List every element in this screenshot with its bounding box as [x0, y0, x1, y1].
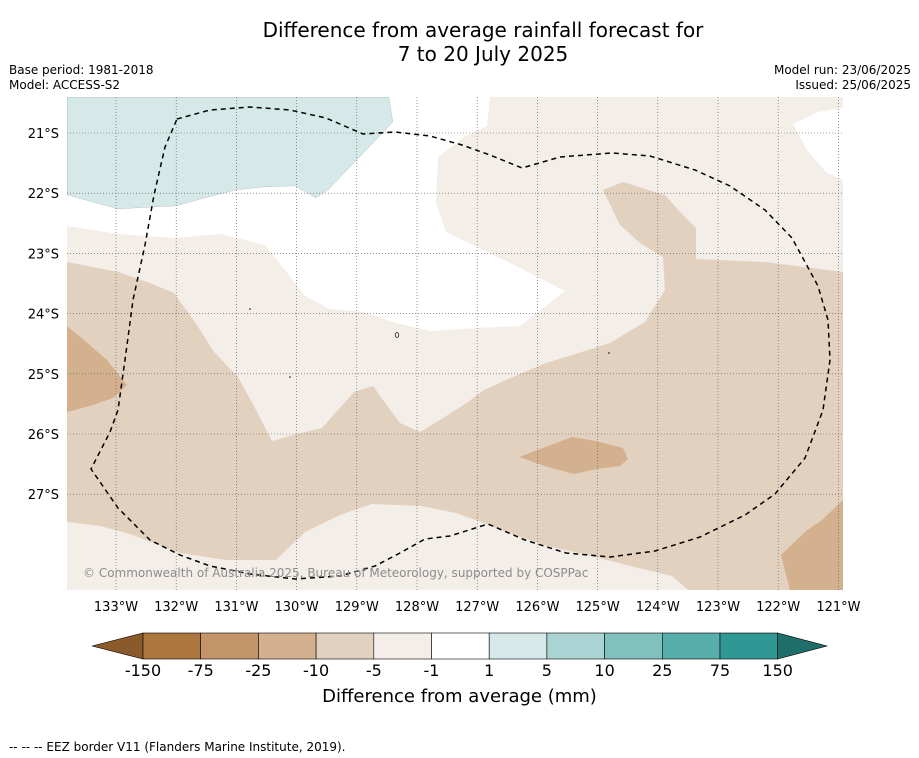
- model-name: Model: ACCESS-S2: [9, 78, 121, 92]
- colorbar-segment: [719, 632, 779, 660]
- eez-footnote: -- -- -- EEZ border V11 (Flanders Marine…: [9, 740, 346, 754]
- colorbar-tick-label: 150: [762, 661, 793, 680]
- marker-dot: [608, 352, 610, 354]
- latitude-label: 25°S: [28, 368, 59, 383]
- region-moderate-dry-center: [519, 437, 628, 474]
- longitude-label: 128°W: [395, 600, 439, 615]
- colorbar-tick-label: 10: [594, 661, 615, 680]
- colorbar-tick-label: -25: [245, 661, 272, 680]
- latitude-label: 23°S: [28, 247, 59, 262]
- colorbar-segment: [488, 632, 548, 660]
- colorbar-tick-label: 75: [709, 661, 731, 680]
- colorbar-segment: [604, 632, 663, 660]
- colorbar-segment: [142, 632, 202, 660]
- colorbar-tick-label: -150: [124, 661, 162, 680]
- latitude-label: 22°S: [28, 187, 59, 202]
- meta-left: Base period: 1981-2018 Model: ACCESS-S2: [9, 63, 154, 93]
- colorbar: [91, 632, 829, 660]
- colorbar-extend-high: [777, 632, 829, 660]
- colorbar-tick-label: 5: [541, 661, 552, 680]
- colorbar-segment: [546, 632, 605, 660]
- longitude-label: 126°W: [515, 600, 559, 615]
- region-moderate-dry-southeast: [781, 500, 843, 590]
- region-dry-south-band: [67, 257, 843, 590]
- region-dry-patch-north: [603, 182, 696, 259]
- colorbar-segment: [373, 632, 432, 660]
- map-title: Difference from average rainfall forecas…: [0, 18, 919, 66]
- colorbar-tick-label: 25: [652, 661, 673, 680]
- longitude-label: 131°W: [214, 600, 258, 615]
- longitude-label: 127°W: [455, 600, 499, 615]
- longitude-label: 125°W: [576, 600, 620, 615]
- meta-right: Model run: 23/06/2025 Issued: 25/06/2025: [774, 63, 911, 93]
- longitude-label: 130°W: [275, 600, 319, 615]
- colorbar-title: Difference from average (mm): [322, 686, 597, 707]
- longitude-labels: 133°W 132°W 131°W 130°W 129°W 128°W 127°W 126°W…: [94, 600, 861, 615]
- latitude-label: 27°S: [28, 488, 59, 503]
- eez-border: [90, 106, 831, 580]
- colorbar-extend-low: [91, 632, 144, 660]
- longitude-label: 121°W: [816, 600, 860, 615]
- colorbar-tick-label: -1: [423, 661, 440, 680]
- longitude-label: 123°W: [696, 600, 740, 615]
- rainfall-regions: [67, 97, 843, 590]
- colorbar-tick-label: 1: [484, 661, 495, 680]
- marker-dot: [249, 308, 251, 310]
- small-markers: [249, 308, 610, 378]
- region-moderate-dry-west: [67, 326, 127, 412]
- colorbar-tick-label: -5: [365, 661, 382, 680]
- longitude-label: 124°W: [636, 600, 680, 615]
- graticule: [67, 97, 843, 590]
- copyright-notice: © Commonwealth of Australia 2025, Bureau…: [83, 566, 588, 580]
- latitude-label: 24°S: [28, 308, 59, 323]
- longitude-label: 133°W: [94, 600, 138, 615]
- colorbar-segment: [258, 632, 317, 660]
- colorbar-segment: [200, 632, 259, 660]
- longitude-label: 132°W: [154, 600, 198, 615]
- latitude-label: 21°S: [28, 127, 59, 142]
- region-neutral-center: [67, 97, 565, 331]
- longitude-label: 122°W: [756, 600, 800, 615]
- colorbar-tick-label: -10: [303, 661, 330, 680]
- colorbar-segment: [661, 632, 721, 660]
- latitude-label: 26°S: [28, 428, 59, 443]
- model-run: Model run: 23/06/2025: [773, 63, 911, 77]
- longitude-label: 129°W: [335, 600, 379, 615]
- colorbar-segment: [315, 632, 375, 660]
- title-line-2: 7 to 20 July 2025: [397, 42, 569, 66]
- issued-date: Issued: 25/06/2025: [795, 78, 911, 92]
- marker-dot: [289, 376, 291, 378]
- colorbar-segment: [431, 632, 490, 660]
- base-period: Base period: 1981-2018: [9, 63, 154, 77]
- marker-island: [394, 332, 400, 338]
- latitude-labels: 21°S 22°S 23°S 24°S 25°S 26°S 27°S: [28, 127, 59, 503]
- region-neutral-northeast: [793, 108, 843, 180]
- title-line-1: Difference from average rainfall forecas…: [262, 18, 704, 42]
- colorbar-tick-label: -75: [187, 661, 214, 680]
